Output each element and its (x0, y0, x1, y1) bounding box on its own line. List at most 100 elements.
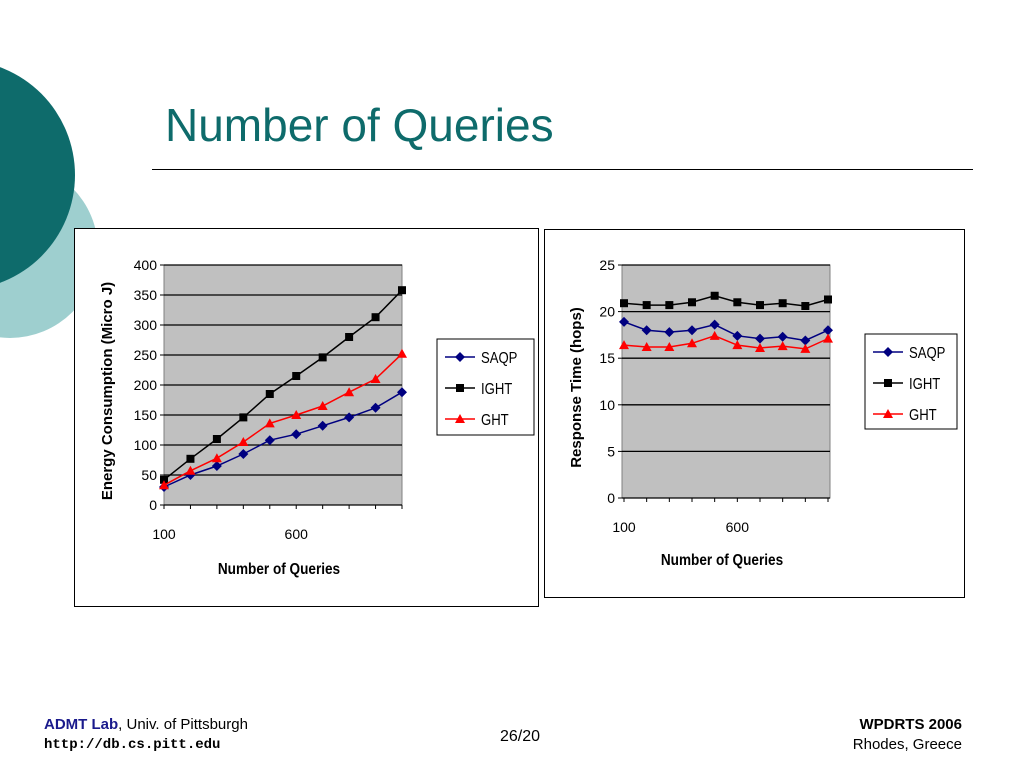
data-point (318, 353, 327, 362)
data-point (317, 401, 328, 410)
y-tick-label: 0 (149, 497, 157, 513)
data-point (732, 330, 743, 341)
data-point (756, 301, 764, 310)
data-point (159, 480, 169, 490)
x-tick-label: 100 (152, 526, 176, 542)
y-tick-label: 350 (134, 287, 158, 303)
footer-affiliation: ADMT Lab, Univ. of Pittsburgh http://db.… (44, 715, 248, 755)
data-point (755, 333, 765, 344)
y-tick-label: 250 (134, 347, 158, 363)
data-point (370, 374, 381, 383)
legend-marker (883, 409, 893, 418)
data-point (238, 437, 249, 446)
y-tick-label: 5 (607, 443, 615, 459)
data-point (732, 340, 743, 350)
data-point (800, 335, 811, 346)
plot-area (621, 264, 831, 499)
y-tick-label: 0 (607, 490, 615, 506)
data-point (398, 286, 406, 295)
energy-consumption-chart: 0 50 100 150 200 250 300 350 400 100 600 Number of … (99, 257, 535, 578)
y-tick-label: 150 (134, 407, 158, 423)
data-point (709, 330, 720, 340)
legend-label: GHT (481, 412, 509, 429)
x-tick-label: 600 (285, 526, 309, 542)
data-point (687, 338, 697, 348)
data-point (824, 295, 832, 304)
data-point (344, 387, 355, 397)
data-point (664, 342, 675, 352)
data-point (801, 302, 810, 311)
x-tick-label: 600 (726, 519, 750, 535)
series-line (623, 321, 829, 342)
data-point (292, 372, 301, 380)
legend: SAQP IGHT GHT (436, 338, 535, 436)
footer-university: , Univ. of Pittsburgh (118, 716, 248, 733)
legend-marker (455, 352, 465, 362)
series-ight (160, 286, 406, 484)
energy-chart-frame: 0 50 100 150 200 250 300 350 400 100 600 Number of … (74, 228, 539, 607)
data-point (619, 340, 629, 350)
series-saqp (619, 316, 833, 346)
footer-location: Rhodes, Greece (852, 736, 962, 753)
page-number: 26/20 (499, 728, 541, 745)
y-tick-label: 50 (141, 467, 157, 483)
legend-label: GHT (909, 407, 937, 424)
series-ight (620, 291, 832, 311)
response-time-chart: 0 5 10 15 20 25 100 600 Number of Queries Respons… (568, 257, 958, 569)
slide-title: Number of Queries (165, 99, 554, 151)
data-point (291, 429, 302, 440)
footer-conference-info: WPDRTS 2006 Rhodes, Greece (853, 715, 962, 755)
legend-label: SAQP (481, 350, 517, 367)
data-point (212, 435, 221, 443)
series-ght (159, 348, 407, 490)
footer-conference: WPDRTS 2006 (859, 716, 962, 733)
data-point (186, 454, 195, 463)
data-point (397, 348, 407, 358)
y-tick-label: 100 (134, 437, 158, 453)
y-axis-title: Energy Consumption (Micro J) (99, 282, 116, 500)
decorative-circles (0, 67, 98, 338)
footer-url[interactable]: http://db.cs.pitt.edu (44, 737, 221, 753)
series-line (163, 289, 403, 481)
y-tick-label: 20 (599, 304, 615, 320)
y-tick-label: 400 (134, 257, 158, 273)
series-ght (619, 330, 833, 353)
data-point (778, 299, 787, 308)
data-point (823, 325, 833, 336)
legend-box (864, 333, 958, 430)
data-point (777, 331, 788, 342)
decorative-circle-dark (0, 67, 75, 283)
data-point (710, 291, 719, 300)
legend-marker (883, 347, 893, 357)
data-point (345, 333, 354, 341)
x-tick-label: 100 (612, 519, 636, 535)
data-point (620, 299, 628, 308)
series-line (623, 294, 829, 307)
data-point (641, 342, 652, 352)
legend-label: IGHT (481, 381, 512, 398)
data-point (264, 435, 275, 446)
x-axis-title: Number of Queries (661, 552, 783, 569)
legend-marker (884, 379, 892, 387)
y-tick-label: 25 (599, 257, 615, 273)
data-point (264, 418, 275, 428)
legend-label: SAQP (909, 345, 945, 362)
legend-marker (456, 384, 464, 392)
data-point (370, 402, 381, 413)
y-tick-label: 200 (134, 377, 158, 393)
data-point (291, 410, 302, 419)
y-axis-title: Response Time (hops) (568, 307, 585, 468)
data-point (344, 412, 355, 423)
data-point (688, 298, 696, 307)
data-point (665, 301, 674, 310)
series-line (163, 353, 403, 486)
y-tick-label: 10 (599, 397, 615, 413)
y-tick-label: 300 (134, 317, 158, 333)
data-point (371, 313, 380, 322)
data-point (397, 387, 407, 398)
title-divider (152, 169, 973, 170)
data-point (211, 453, 222, 463)
data-point (238, 449, 249, 459)
data-point (709, 319, 720, 330)
x-axis-title: Number of Queries (218, 561, 340, 578)
